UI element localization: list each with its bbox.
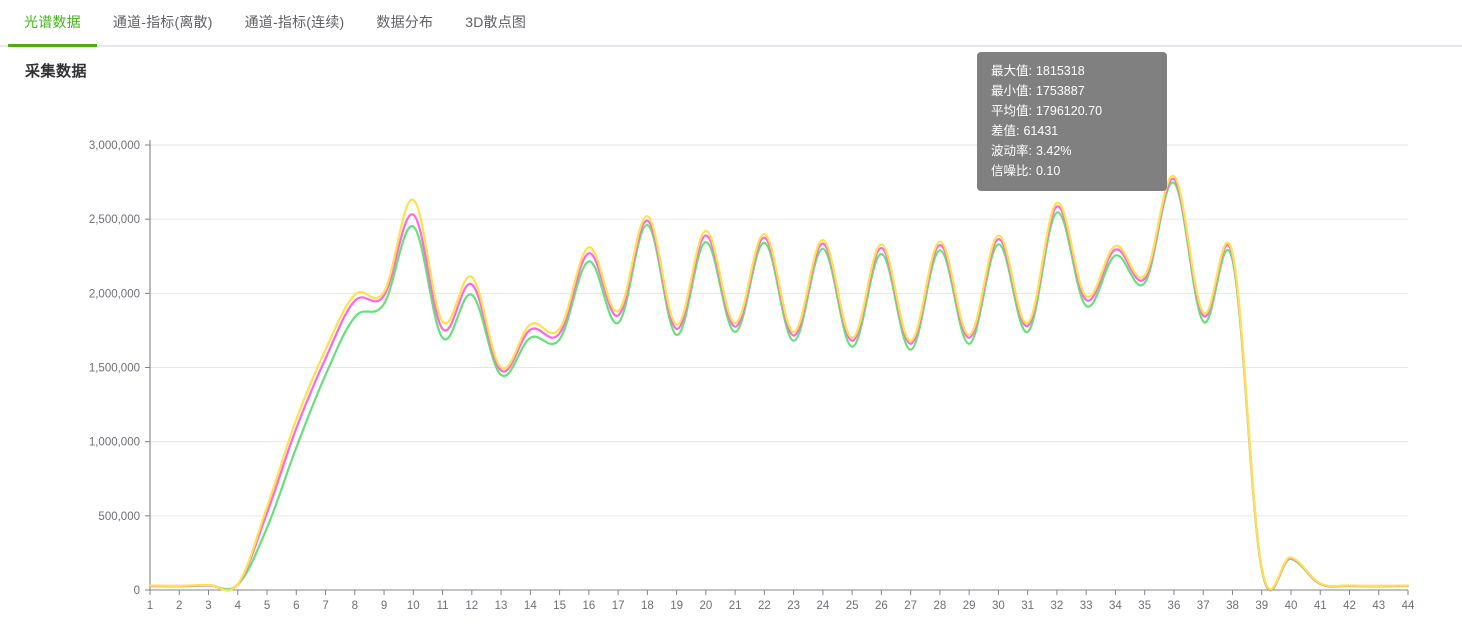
xtick-label-38: 39 [1255, 600, 1268, 612]
tab-2[interactable]: 通道-指标(连续) [244, 14, 345, 30]
tab-0[interactable]: 光谱数据 [8, 0, 97, 47]
xtick-label-20: 21 [729, 600, 742, 612]
xtick-label-25: 26 [875, 600, 888, 612]
spectrum-line-chart: 0 500,000 1,000,000 1,500,000 2,000,000 2,500… [89, 140, 1415, 612]
xtick-label-34: 35 [1138, 600, 1151, 612]
ytick-label-5: 2,500,000 [89, 214, 140, 226]
xtick-label-14: 15 [553, 600, 566, 612]
tooltip-key: 差值: [991, 124, 1020, 138]
xtick-label-4: 5 [264, 600, 270, 612]
tooltip-value: 1753887 [1035, 84, 1085, 98]
xtick-label-33: 34 [1109, 600, 1122, 612]
xtick-label-8: 9 [381, 600, 387, 612]
xtick-label-31: 32 [1051, 600, 1064, 612]
xtick-label-23: 24 [816, 600, 829, 612]
tooltip-key: 平均值: [991, 104, 1032, 118]
xtick-label-24: 25 [846, 600, 859, 612]
tooltip-value: 0.10 [1035, 164, 1061, 178]
xtick-label-40: 41 [1314, 600, 1327, 612]
xtick-label-42: 43 [1372, 600, 1385, 612]
ytick-label-1: 500,000 [98, 511, 140, 523]
tooltip-rows: 最大值: 1815318 最小值: 1753887 平均值: 1796120.70 差值: 6… [991, 61, 1153, 181]
xtick-label-35: 36 [1168, 600, 1181, 612]
xtick-label-19: 20 [699, 600, 712, 612]
xtick-label-26: 27 [904, 600, 917, 612]
tooltip-key: 波动率: [991, 144, 1032, 158]
xtick-label-7: 8 [352, 600, 358, 612]
tooltip-row-4: 波动率: 3.42% [991, 141, 1153, 161]
tooltip-row-0: 最大值: 1815318 [991, 61, 1153, 81]
xtick-label-29: 30 [992, 600, 1005, 612]
tooltip-row-2: 平均值: 1796120.70 [991, 101, 1153, 121]
xtick-label-0: 1 [147, 600, 153, 612]
xtick-label-17: 18 [641, 600, 654, 612]
stats-tooltip: 最大值: 1815318 最小值: 1753887 平均值: 1796120.70 差值: 6… [977, 52, 1167, 191]
tab-bar: 光谱数据 通道-指标(离散) 通道-指标(连续) 数据分布 3D散点图 [0, 0, 1462, 47]
tooltip-value: 3.42% [1035, 144, 1072, 158]
tooltip-row-1: 最小值: 1753887 [991, 81, 1153, 101]
xtick-label-9: 10 [407, 600, 420, 612]
xtick-label-6: 7 [322, 600, 328, 612]
xtick-label-18: 19 [670, 600, 683, 612]
xtick-label-37: 38 [1226, 600, 1239, 612]
ytick-label-2: 1,000,000 [89, 437, 140, 449]
xtick-label-32: 33 [1080, 600, 1093, 612]
xtick-label-1: 2 [176, 600, 182, 612]
xtick-label-21: 22 [758, 600, 771, 612]
xtick-label-16: 17 [612, 600, 625, 612]
xtick-label-11: 12 [465, 600, 478, 612]
xtick-label-28: 29 [963, 600, 976, 612]
tab-4[interactable]: 3D散点图 [465, 14, 527, 30]
chart-container: 0 500,000 1,000,000 1,500,000 2,000,000 2,500… [0, 100, 1462, 624]
xtick-label-2: 3 [205, 600, 211, 612]
page-title: 采集数据 [25, 63, 88, 80]
xtick-label-36: 37 [1197, 600, 1210, 612]
tab-3[interactable]: 数据分布 [376, 14, 434, 30]
xtick-label-30: 31 [1021, 600, 1034, 612]
ytick-label-4: 2,000,000 [89, 288, 140, 300]
tab-list: 光谱数据 通道-指标(离散) 通道-指标(连续) 数据分布 3D散点图 [0, 0, 1462, 47]
xtick-label-41: 42 [1343, 600, 1356, 612]
xtick-label-5: 6 [293, 600, 299, 612]
series-line-1 [148, 178, 1410, 592]
tab-1[interactable]: 通道-指标(离散) [112, 14, 213, 30]
ytick-label-6: 3,000,000 [89, 140, 140, 152]
xtick-label-3: 4 [235, 600, 242, 612]
tooltip-value: 61431 [1023, 124, 1059, 138]
tooltip-row-3: 差值: 61431 [991, 121, 1153, 141]
series-line-2 [148, 181, 1410, 592]
tooltip-key: 信噪比: [991, 164, 1032, 178]
tooltip-row-5: 信噪比: 0.10 [991, 161, 1153, 181]
xtick-label-15: 16 [582, 600, 595, 612]
series-line-0 [148, 175, 1410, 592]
tooltip-value: 1796120.70 [1035, 104, 1103, 118]
tooltip-value: 1815318 [1035, 64, 1085, 78]
xtick-label-10: 11 [437, 600, 449, 612]
ytick-label-3: 1,500,000 [89, 363, 140, 375]
tooltip-key: 最大值: [991, 64, 1032, 78]
xtick-label-43: 44 [1402, 600, 1415, 612]
xtick-label-27: 28 [934, 600, 947, 612]
ytick-label-0: 0 [134, 585, 140, 597]
xtick-label-13: 14 [524, 600, 537, 612]
tooltip-key: 最小值: [991, 84, 1032, 98]
xtick-label-12: 13 [495, 600, 508, 612]
xtick-label-39: 40 [1285, 600, 1298, 612]
xtick-label-22: 23 [787, 600, 800, 612]
